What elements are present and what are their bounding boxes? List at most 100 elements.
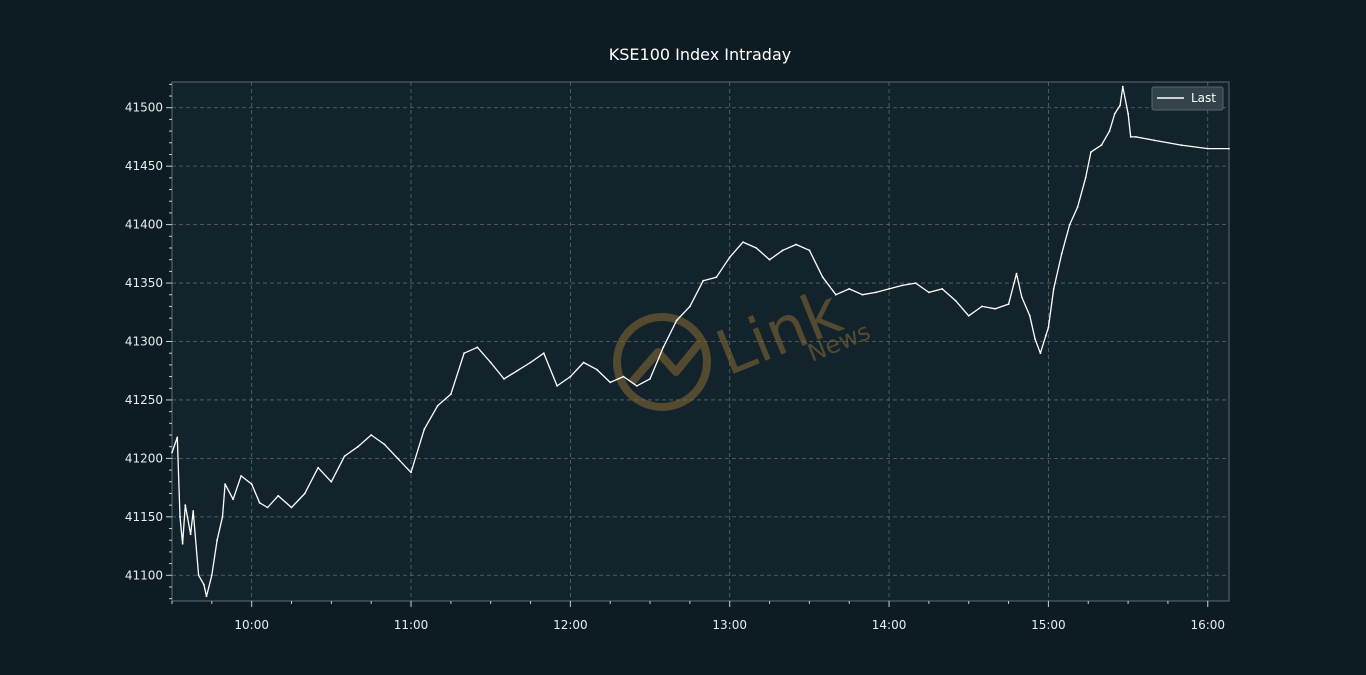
data-point <box>702 279 705 282</box>
data-point <box>821 276 824 279</box>
data-point <box>423 428 426 431</box>
data-point <box>450 393 452 395</box>
data-point <box>609 381 612 384</box>
data-point <box>176 436 179 439</box>
data-point <box>1084 177 1087 179</box>
data-point <box>290 506 293 509</box>
data-point <box>258 501 261 504</box>
data-point <box>232 498 235 501</box>
data-point <box>941 288 944 290</box>
data-point <box>221 515 224 518</box>
data-point <box>649 378 651 380</box>
data-point <box>1015 272 1018 275</box>
data-point <box>542 352 545 355</box>
data-point <box>662 346 665 349</box>
data-point <box>994 307 997 310</box>
watermark-ring <box>613 313 711 411</box>
data-point <box>675 319 678 322</box>
x-tick-label: 12:00 <box>553 618 588 632</box>
data-point <box>1108 130 1111 133</box>
x-tick-label: 13:00 <box>712 618 747 632</box>
data-point <box>1047 326 1050 329</box>
data-point <box>1068 223 1071 226</box>
data-point <box>742 241 744 244</box>
data-point <box>848 288 851 290</box>
chart-title: KSE100 Index Intraday <box>609 45 791 64</box>
y-tick-label: 41500 <box>125 101 163 115</box>
x-tick-label: 10:00 <box>234 618 269 632</box>
data-point <box>901 284 904 287</box>
grid-lines <box>172 82 1229 601</box>
data-point <box>1034 338 1036 341</box>
data-point <box>224 483 227 485</box>
data-point <box>1060 252 1063 255</box>
data-point <box>210 574 213 577</box>
y-tick-label: 41350 <box>125 276 163 290</box>
data-point <box>330 480 333 483</box>
y-tick-label: 41100 <box>125 568 163 582</box>
data-point <box>1129 136 1132 138</box>
data-point <box>728 256 731 259</box>
data-point <box>715 276 718 279</box>
data-point <box>463 352 465 355</box>
data-point <box>189 533 192 536</box>
data-point <box>476 346 479 349</box>
data-point <box>596 368 598 371</box>
data-point <box>383 443 386 446</box>
data-point <box>1044 334 1047 337</box>
data-point <box>410 471 412 474</box>
legend: Last <box>1151 86 1224 111</box>
y-tick-label: 41200 <box>125 451 163 465</box>
data-point <box>954 299 957 302</box>
data-point <box>1090 151 1092 154</box>
data-point <box>1121 85 1124 88</box>
x-tick-label: 15:00 <box>1031 618 1066 632</box>
data-point <box>216 539 219 542</box>
data-point <box>303 492 306 495</box>
data-point <box>181 542 184 545</box>
data-point <box>689 305 691 308</box>
x-tick-label: 16:00 <box>1190 618 1225 632</box>
x-tick-label: 14:00 <box>872 618 907 632</box>
data-point <box>582 361 585 364</box>
data-point <box>1127 112 1129 115</box>
data-point <box>343 455 346 457</box>
data-point <box>203 583 205 586</box>
data-point <box>436 404 439 407</box>
data-point <box>184 504 187 506</box>
data-point <box>1039 352 1042 355</box>
data-point <box>1119 104 1121 107</box>
data-point <box>981 305 983 308</box>
data-point <box>317 466 319 469</box>
data-point <box>928 291 930 294</box>
data-point <box>1135 136 1137 138</box>
data-point <box>755 247 758 249</box>
data-point <box>516 369 519 372</box>
data-point <box>1020 296 1023 298</box>
data-point <box>795 243 797 246</box>
data-point <box>171 451 173 454</box>
legend-label-last: Last <box>1191 91 1216 105</box>
data-point <box>197 574 200 577</box>
series-layer <box>171 85 1230 598</box>
data-point <box>874 291 877 294</box>
data-point <box>1100 144 1103 147</box>
data-point <box>1052 288 1055 290</box>
data-point <box>1153 139 1156 142</box>
data-point <box>1228 147 1230 150</box>
series-line-last <box>171 86 1229 597</box>
data-point <box>808 249 811 252</box>
watermark-chart-glyph <box>628 337 706 385</box>
data-point <box>888 288 890 290</box>
x-tick-label: 11:00 <box>394 618 429 632</box>
data-point <box>192 510 195 512</box>
data-point <box>781 249 784 252</box>
data-point <box>635 385 638 387</box>
axes: 41100 41150 41200 41250 41300 41350 41400 41450… <box>125 83 1225 632</box>
data-point <box>1206 147 1209 150</box>
data-point <box>370 434 373 436</box>
data-point <box>835 293 837 296</box>
data-point <box>277 494 280 497</box>
data-point <box>240 475 243 477</box>
